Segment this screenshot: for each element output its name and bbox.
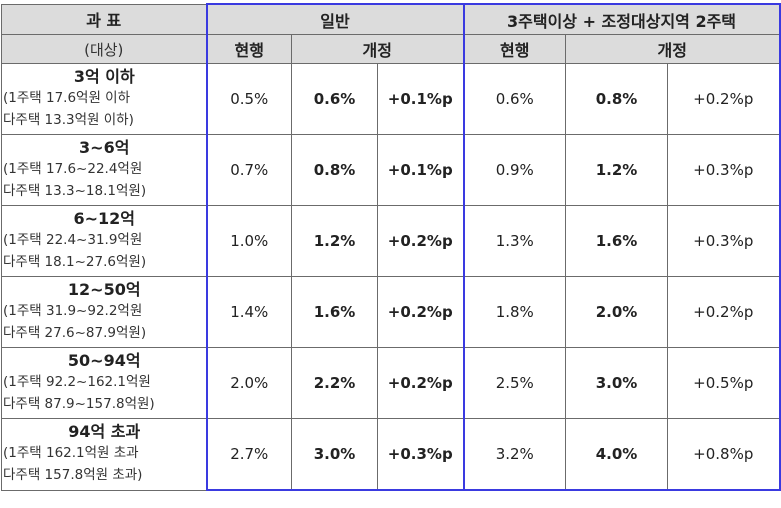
- multi-revised-rate: 1.6%: [565, 205, 668, 277]
- general-current-rate: 1.4%: [205, 276, 292, 348]
- general-revised-rate: 0.8%: [291, 134, 378, 206]
- general-change: +0.3%p: [377, 418, 464, 491]
- table-row: 3~6억 (1주택 17.6~22.4억원 다주택 13.3~18.1억원) 0…: [1, 134, 781, 206]
- multi-revised-rate: 1.2%: [565, 134, 668, 206]
- multi-current-rate: 2.5%: [462, 347, 566, 419]
- general-current-rate: 1.0%: [205, 205, 292, 277]
- row-label: 6~12억 (1주택 22.4~31.9억원 다주택 18.1~27.6억원): [1, 205, 208, 277]
- general-current-rate: 2.7%: [205, 418, 292, 491]
- row-label: 3~6억 (1주택 17.6~22.4억원 다주택 13.3~18.1억원): [1, 134, 208, 206]
- header-multi-current: 현행: [462, 34, 566, 64]
- general-change: +0.2%p: [377, 205, 464, 277]
- multi-revised-rate: 2.0%: [565, 276, 668, 348]
- header-general: 일반: [205, 3, 464, 35]
- general-change: +0.1%p: [377, 63, 464, 135]
- row-label: 12~50억 (1주택 31.9~92.2억원 다주택 27.6~87.9억원): [1, 276, 208, 348]
- table-row: 94억 초과 (1주택 162.1억원 초과 다주택 157.8억원 초과) 2…: [1, 418, 781, 491]
- general-current-rate: 0.7%: [205, 134, 292, 206]
- multi-current-rate: 1.3%: [462, 205, 566, 277]
- multi-current-rate: 0.6%: [462, 63, 566, 135]
- general-revised-rate: 2.2%: [291, 347, 378, 419]
- row-label: 50~94억 (1주택 92.2~162.1억원 다주택 87.9~157.8억…: [1, 347, 208, 419]
- multi-change: +0.5%p: [666, 347, 781, 419]
- multi-change: +0.2%p: [666, 276, 781, 348]
- row-label: 94억 초과 (1주택 162.1억원 초과 다주택 157.8억원 초과): [1, 418, 208, 491]
- tax-rate-table: 과 표 일반 3주택이상 + 조정대상지역 2주택 (대상) 현행 개정 현행 …: [1, 3, 781, 491]
- multi-revised-rate: 0.8%: [565, 63, 668, 135]
- multi-change: +0.8%p: [666, 418, 781, 491]
- header-target: (대상): [1, 34, 208, 64]
- header-multi-revised: 개정: [564, 34, 781, 64]
- multi-change: +0.3%p: [666, 205, 781, 277]
- general-revised-rate: 0.6%: [291, 63, 378, 135]
- header-multi-home: 3주택이상 + 조정대상지역 2주택: [462, 3, 781, 35]
- multi-revised-rate: 4.0%: [565, 418, 668, 491]
- general-change: +0.2%p: [377, 276, 464, 348]
- general-change: +0.2%p: [377, 347, 464, 419]
- multi-revised-rate: 3.0%: [565, 347, 668, 419]
- general-revised-rate: 1.6%: [291, 276, 378, 348]
- general-revised-rate: 1.2%: [291, 205, 378, 277]
- header-general-current: 현행: [205, 34, 292, 64]
- multi-change: +0.3%p: [666, 134, 781, 206]
- header-tax-base: 과 표: [1, 3, 208, 35]
- general-current-rate: 2.0%: [205, 347, 292, 419]
- multi-current-rate: 1.8%: [462, 276, 566, 348]
- general-revised-rate: 3.0%: [291, 418, 378, 491]
- row-label: 3억 이하 (1주택 17.6억원 이하 다주택 13.3억원 이하): [1, 63, 208, 135]
- general-change: +0.1%p: [377, 134, 464, 206]
- multi-current-rate: 0.9%: [462, 134, 566, 206]
- multi-change: +0.2%p: [666, 63, 781, 135]
- table-row: 12~50억 (1주택 31.9~92.2억원 다주택 27.6~87.9억원)…: [1, 276, 781, 348]
- multi-current-rate: 3.2%: [462, 418, 566, 491]
- table-row: 50~94억 (1주택 92.2~162.1억원 다주택 87.9~157.8억…: [1, 347, 781, 419]
- header-general-revised: 개정: [291, 34, 464, 64]
- table-row: 6~12억 (1주택 22.4~31.9억원 다주택 18.1~27.6억원) …: [1, 205, 781, 277]
- table-row: 3억 이하 (1주택 17.6억원 이하 다주택 13.3억원 이하) 0.5%…: [1, 63, 781, 135]
- general-current-rate: 0.5%: [205, 63, 292, 135]
